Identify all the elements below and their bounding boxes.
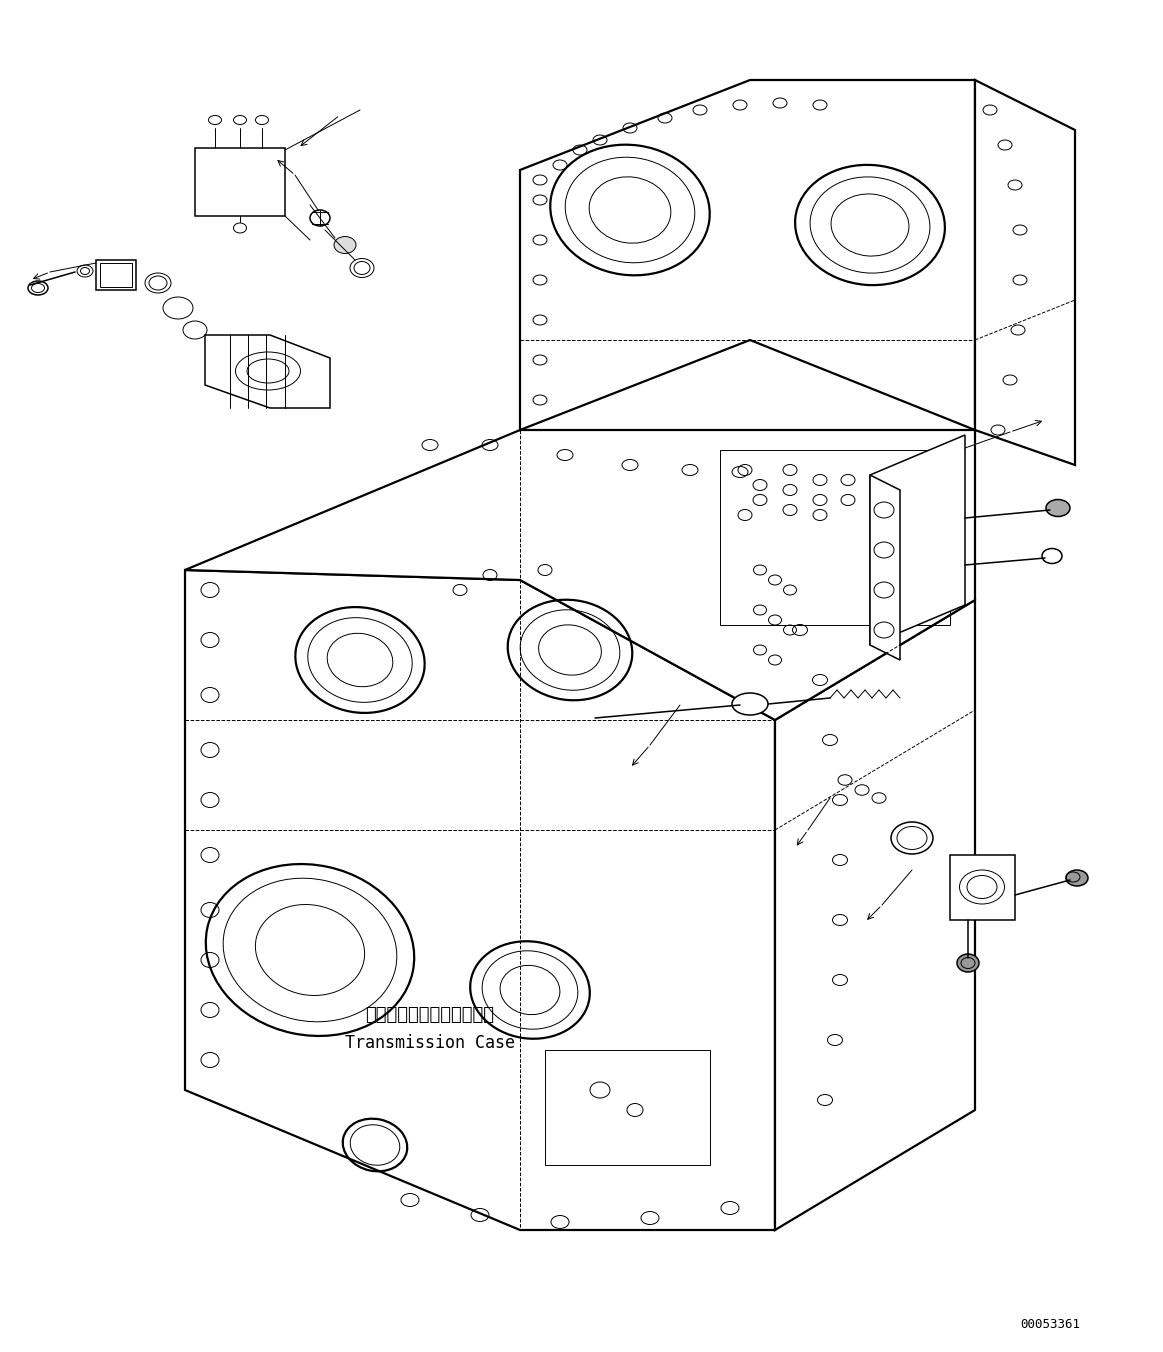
Polygon shape [520, 80, 975, 430]
Polygon shape [185, 571, 775, 1230]
Polygon shape [870, 475, 900, 660]
Ellipse shape [234, 115, 247, 124]
Text: Transmission Case: Transmission Case [345, 1034, 515, 1052]
Polygon shape [950, 854, 1015, 919]
Polygon shape [185, 430, 975, 721]
Ellipse shape [732, 694, 768, 715]
Polygon shape [775, 600, 975, 1230]
Ellipse shape [1046, 499, 1070, 516]
Polygon shape [870, 435, 965, 645]
Ellipse shape [1042, 549, 1062, 564]
Ellipse shape [208, 115, 221, 124]
Bar [195, 147, 285, 216]
Bar [97, 260, 136, 289]
Ellipse shape [234, 223, 247, 233]
Polygon shape [205, 335, 330, 408]
Text: トランスミッションケース: トランスミッションケース [365, 1006, 494, 1023]
Polygon shape [975, 80, 1075, 465]
Bar [100, 264, 131, 287]
Ellipse shape [334, 237, 356, 254]
Ellipse shape [891, 822, 933, 854]
Bar [545, 1051, 709, 1165]
Ellipse shape [957, 955, 979, 972]
Ellipse shape [256, 115, 269, 124]
Ellipse shape [311, 210, 330, 226]
Bar [720, 450, 950, 625]
Ellipse shape [1066, 869, 1089, 886]
Text: 00053361: 00053361 [1020, 1318, 1080, 1332]
Ellipse shape [28, 281, 48, 295]
